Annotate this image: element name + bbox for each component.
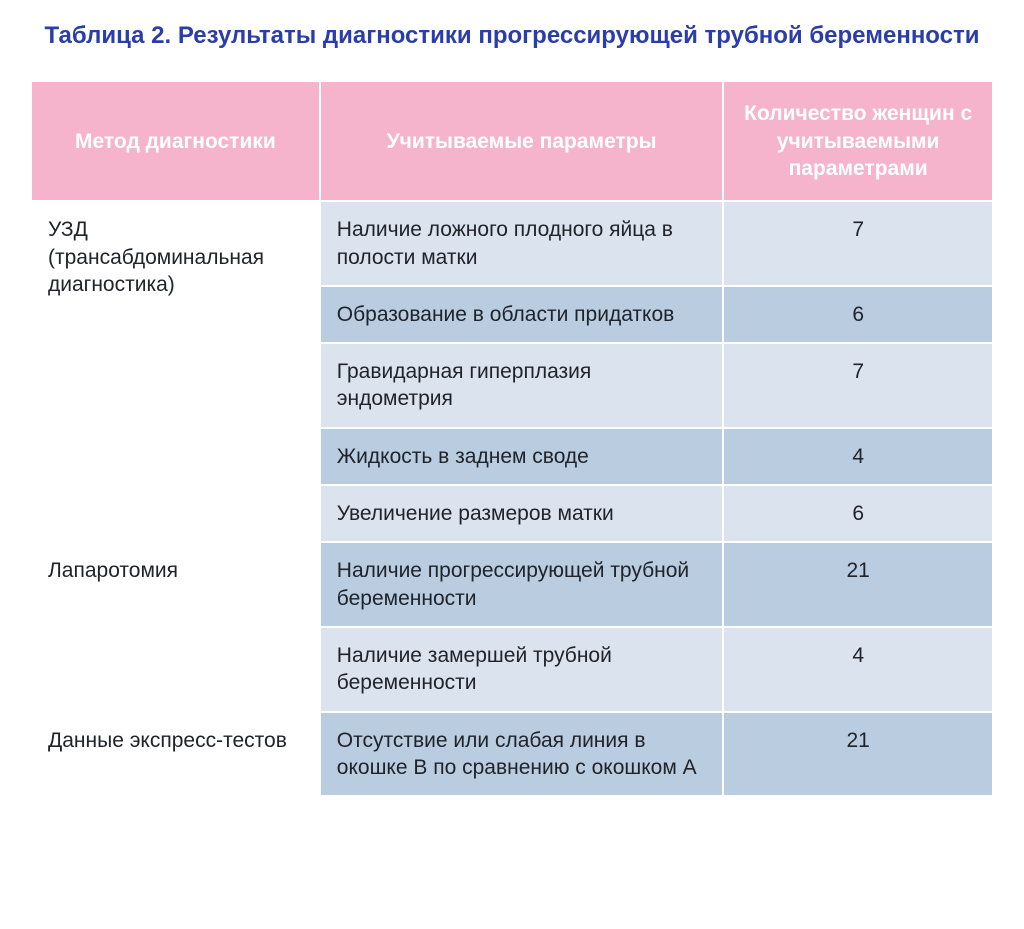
table-row: ЛапаротомияНаличие прогрессирующей трубн…	[32, 543, 992, 626]
param-cell: Жидкость в заднем своде	[321, 429, 723, 484]
method-cell: УЗД (трансабдоминальная диагностика)	[32, 202, 319, 541]
col-header-parameters: Учитываемые параметры	[321, 82, 723, 200]
table-row: УЗД (трансабдоминальная диагностика)Нали…	[32, 202, 992, 285]
param-cell: Увеличение размеров матки	[321, 486, 723, 541]
param-cell: Гравидарная гиперплазия эндометрия	[321, 344, 723, 427]
count-cell: 7	[724, 202, 992, 285]
count-cell: 21	[724, 543, 992, 626]
method-cell: Данные экспресс-тестов	[32, 713, 319, 796]
header-row: Метод диагностики Учитываемые параметры …	[32, 82, 992, 200]
count-cell: 6	[724, 486, 992, 541]
table-body: УЗД (трансабдоминальная диагностика)Нали…	[32, 202, 992, 795]
results-table: Метод диагностики Учитываемые параметры …	[30, 80, 994, 797]
table-row: Данные экспресс-тестовОтсутствие или сла…	[32, 713, 992, 796]
table-title: Таблица 2. Результаты диагностики прогре…	[30, 20, 994, 52]
param-cell: Отсутствие или слабая линия в окошке B п…	[321, 713, 723, 796]
count-cell: 4	[724, 628, 992, 711]
count-cell: 6	[724, 287, 992, 342]
param-cell: Образование в области придатков	[321, 287, 723, 342]
count-cell: 7	[724, 344, 992, 427]
count-cell: 4	[724, 429, 992, 484]
col-header-count: Количество женщин с учитываемыми парамет…	[724, 82, 992, 200]
param-cell: Наличие ложного плодного яйца в полости …	[321, 202, 723, 285]
param-cell: Наличие замершей трубной беременности	[321, 628, 723, 711]
col-header-method: Метод диагностики	[32, 82, 319, 200]
param-cell: Наличие прогрессирующей трубной беременн…	[321, 543, 723, 626]
count-cell: 21	[724, 713, 992, 796]
method-cell: Лапаротомия	[32, 543, 319, 710]
